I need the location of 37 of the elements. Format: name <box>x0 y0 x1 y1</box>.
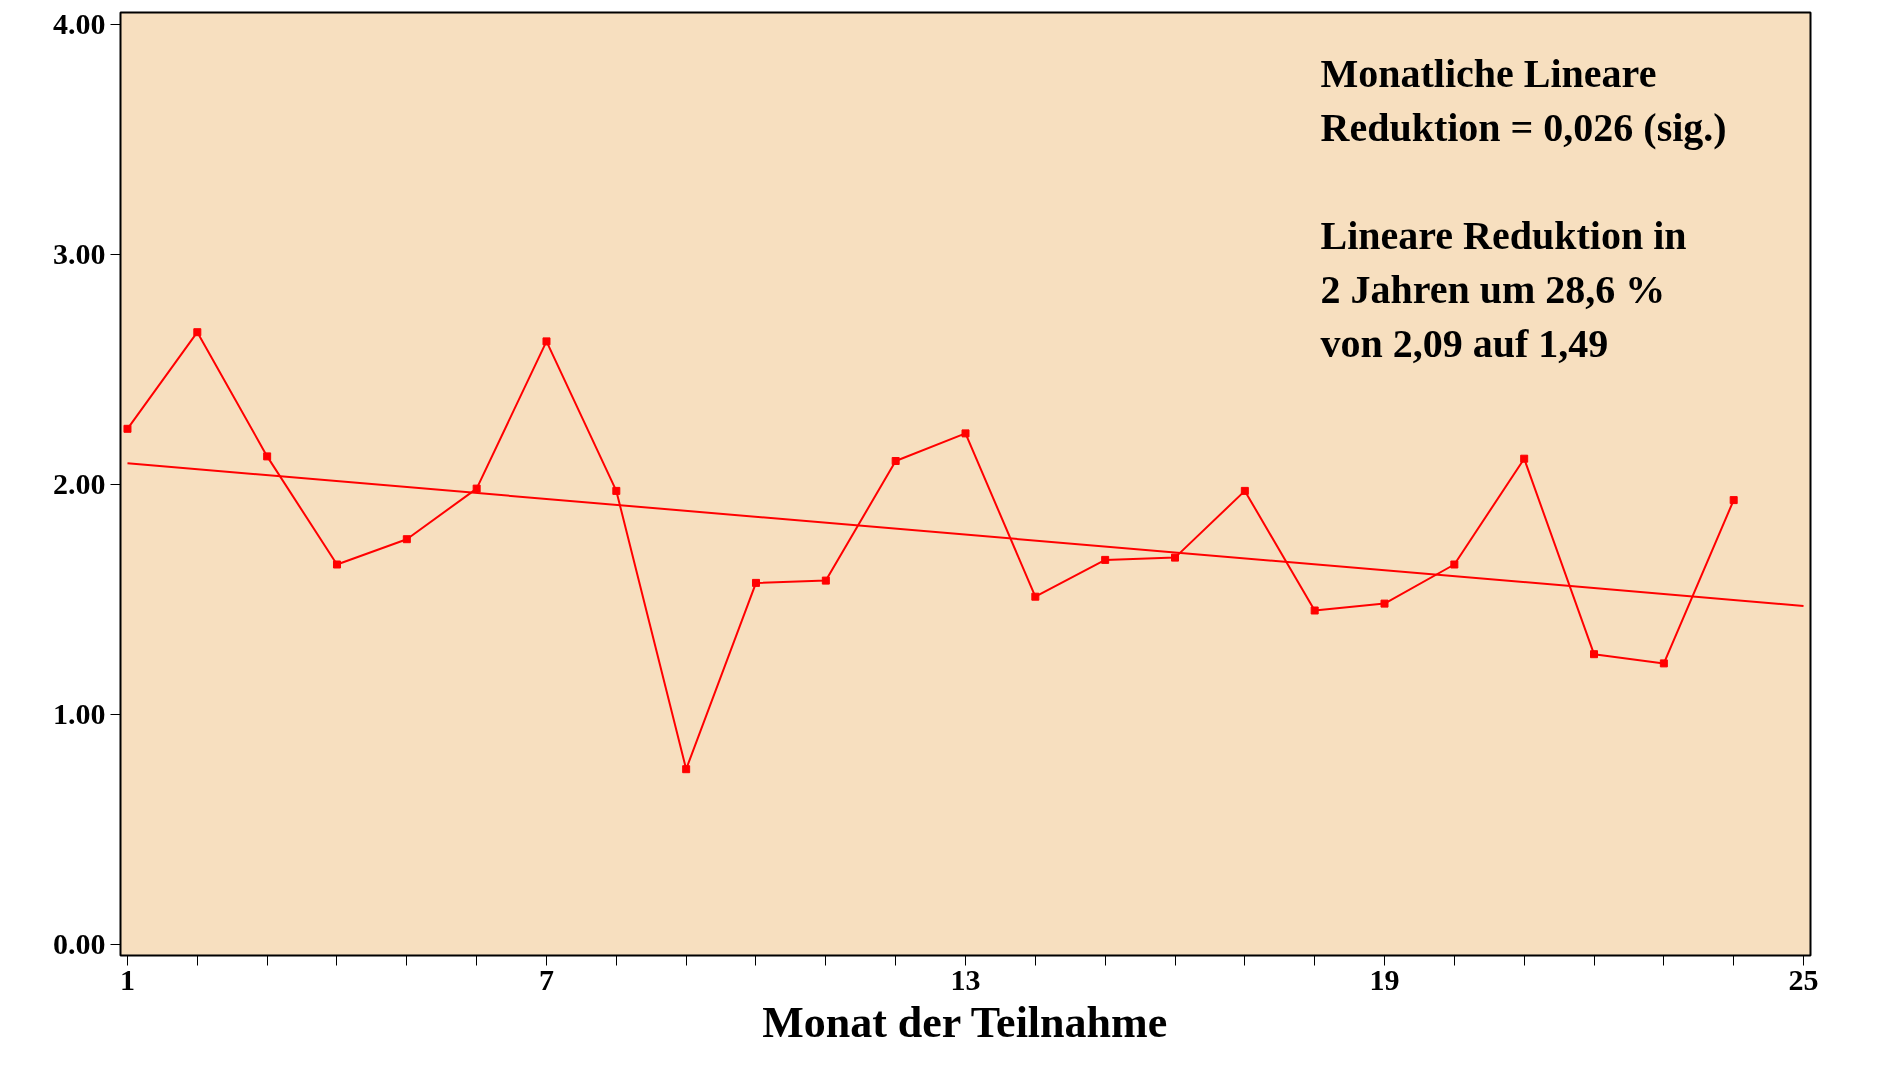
point <box>821 576 830 585</box>
point <box>193 328 202 337</box>
annotation: Lineare Reduktion in 2 Jahren um 28,6 % von 2,09 auf 1,49 <box>1320 212 1687 366</box>
y-tick-label: 1.00 <box>53 696 106 730</box>
y-tick-label: 0.00 <box>53 926 106 960</box>
x-tick-label: 13 <box>950 962 981 996</box>
point <box>1240 486 1249 495</box>
point <box>612 486 621 495</box>
y-tick-label: 4.00 <box>53 6 106 40</box>
point <box>402 535 411 544</box>
x-tick-label: 7 <box>538 962 554 996</box>
point <box>332 560 341 569</box>
x-tick-label: 1 <box>119 962 135 996</box>
point <box>1659 659 1668 668</box>
point <box>961 429 970 438</box>
point <box>1450 560 1459 569</box>
x-axis-title: Monat der Teilnahme <box>762 997 1168 1047</box>
point <box>1520 454 1529 463</box>
point <box>1310 606 1319 615</box>
point <box>1171 553 1179 562</box>
point <box>682 765 691 774</box>
point <box>752 578 760 587</box>
y-tick-label: 2.00 <box>53 466 106 500</box>
point <box>1031 592 1040 601</box>
point <box>472 484 481 493</box>
y-tick-label: 3.00 <box>53 236 106 270</box>
x-tick-label: 25 <box>1788 962 1819 996</box>
x-tick-label: 19 <box>1369 962 1400 996</box>
annotation: Monatliche Lineare Reduktion = 0,026 (sig.) <box>1320 50 1727 150</box>
point <box>542 337 551 346</box>
point <box>1729 496 1738 505</box>
point <box>1380 599 1389 608</box>
point <box>123 424 132 433</box>
point <box>891 457 900 465</box>
point <box>263 452 272 461</box>
point <box>1101 555 1110 564</box>
point <box>1590 650 1599 659</box>
